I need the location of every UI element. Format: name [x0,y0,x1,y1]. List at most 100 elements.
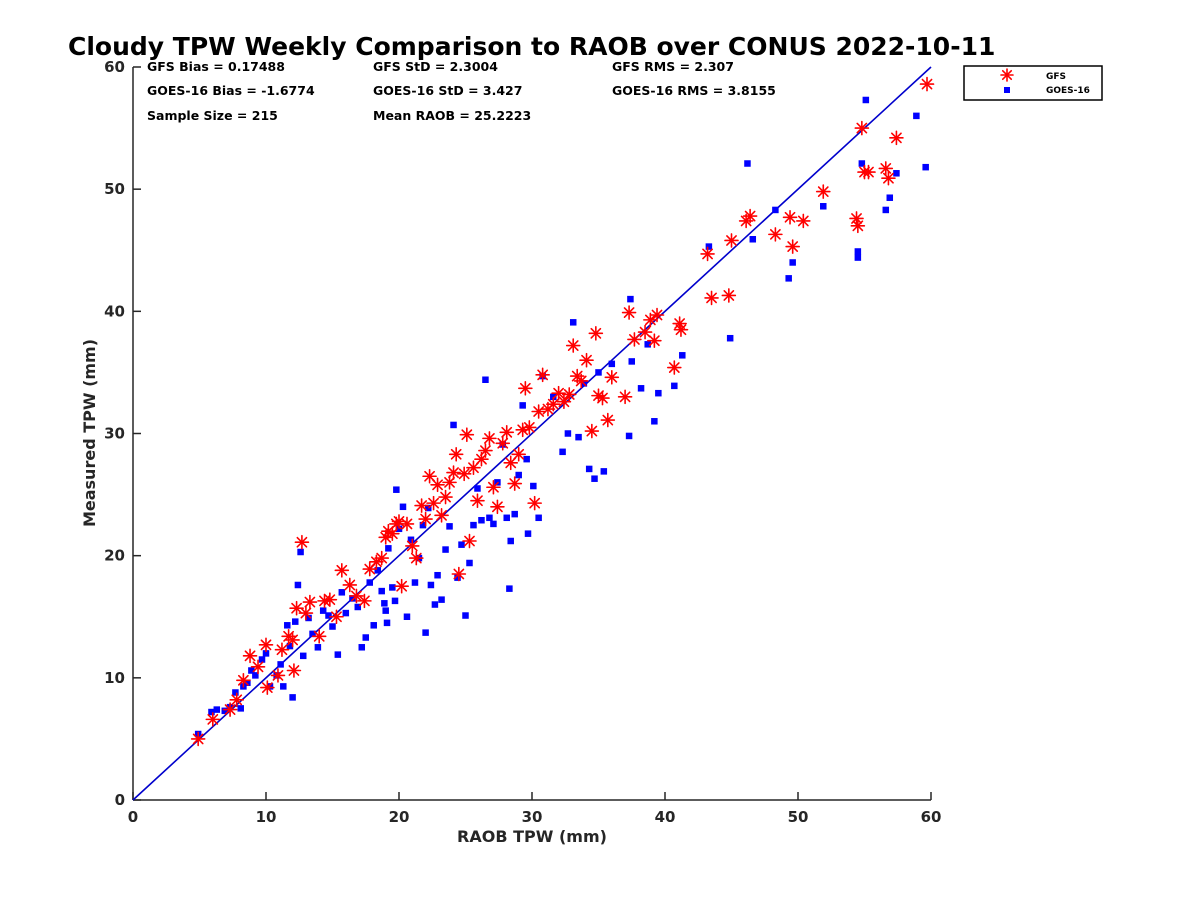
gfs-point [495,435,511,451]
goes16-point [334,651,342,658]
gfs-point [399,516,415,532]
gfs-point [442,475,457,490]
goes16-point [535,514,542,522]
goes16-point [374,567,381,574]
goes16-point [470,521,477,529]
y-tick-label: 50 [104,180,125,198]
gfs-point [466,460,481,476]
goes16-point [591,475,598,482]
gfs-point [565,338,581,353]
gfs-point [700,246,715,262]
goes16-point [294,581,302,589]
goes16-point [600,468,608,475]
gfs-point [190,731,206,747]
legend-box [963,65,1103,101]
goes16-point [637,385,645,392]
goes16-point [349,595,356,602]
series-gfs [190,76,935,747]
gfs-point [478,443,493,458]
gfs-point [430,477,445,493]
goes16-point [507,537,514,545]
goes16-point [482,376,489,383]
goes16-point [286,642,294,650]
x-axis-label: RAOB TPW (mm) [457,827,607,846]
goes16-point [564,430,572,437]
goes16-point [427,581,435,589]
gfs-point [342,577,358,593]
gfs-point [584,423,600,439]
gfs-point [270,668,286,683]
goes16-point [559,448,566,456]
goes16-point [474,485,481,492]
gfs-point [637,324,653,340]
goes16-point [625,432,633,440]
gfs-point [503,455,519,471]
gfs-point [404,538,420,554]
gfs-point [796,213,811,229]
y-axis-label: Measured TPW (mm) [80,339,99,527]
gfs-point [459,427,475,443]
gfs-point [289,600,304,616]
goes16-point [237,705,244,712]
goes16-point [854,254,862,261]
goes16-point [391,597,399,605]
goes16-point [862,96,870,104]
gfs-point [643,312,658,328]
goes16-point [422,629,429,636]
goes16-point [772,206,779,214]
goes16-point [886,194,894,201]
gfs-point [286,663,302,678]
gfs-point [815,184,831,199]
goes16-point [466,559,473,567]
y-tick-label: 30 [104,425,125,443]
goes16-point [608,360,616,368]
stat-gfs-rms: GFS RMS = 2.307 [612,59,734,74]
goes16-point [299,652,307,660]
goes16-point [438,596,445,603]
y-axis-ticks: 0 10 20 30 40 50 60 [104,58,141,809]
goes16-point [434,571,441,579]
gfs-point [742,208,758,224]
goes16-point [292,618,299,625]
gfs-point [422,468,437,484]
gfs-point [627,332,642,347]
y-tick-label: 20 [104,547,125,565]
gfs-point [294,534,310,550]
gfs-point [600,412,616,428]
gfs-point [482,431,497,446]
goes16-point [705,243,713,250]
goes16-point [329,623,336,630]
gfs-point [531,404,546,419]
gfs-point [298,605,314,621]
goes16-point [407,536,415,544]
y-tick-label: 40 [104,302,125,320]
stat-sample-size: Sample Size = 215 [147,108,278,123]
goes16-point [462,612,469,619]
stat-gfs-std: GFS StD = 2.3004 [373,59,498,74]
gfs-point [518,380,533,396]
gfs-point [470,493,485,508]
gfs-point [385,526,400,541]
gfs-point [649,307,665,323]
goes16-point [383,619,391,627]
gfs-point [222,702,238,717]
chart-title: Cloudy TPW Weekly Comparison to RAOB ove… [68,32,995,61]
goes16-point [389,584,396,591]
gfs-point [374,550,390,566]
goes16-point [213,706,221,713]
gfs-point [462,533,477,549]
gfs-point [878,161,894,176]
gfs-point [889,130,904,146]
gfs-point [573,373,589,389]
goes16-point [395,525,403,533]
goes16-point [446,523,453,530]
gfs-point [850,218,866,234]
goes16-point [305,614,312,622]
goes16-point [585,465,593,473]
goes16-point [385,545,392,552]
goes16-point [277,661,284,668]
goes16-point [208,708,215,716]
legend-goes16-label: GOES-16 [1046,86,1090,96]
gfs-point [881,170,896,186]
x-tick-label: 30 [522,808,543,826]
